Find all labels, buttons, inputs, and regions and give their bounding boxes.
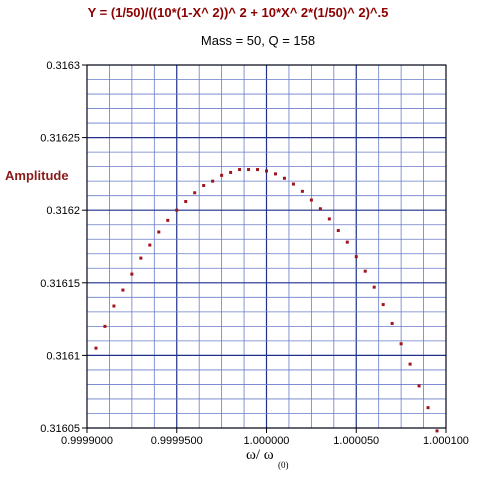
x-axis-label: ω/ ω: [246, 447, 274, 463]
data-point: [229, 170, 233, 174]
data-point: [291, 182, 295, 186]
y-tick-label: 0.31625: [40, 133, 80, 145]
data-point: [157, 230, 161, 234]
data-point: [327, 217, 331, 221]
data-point: [435, 429, 439, 433]
y-tick-label: 0.3161: [46, 350, 80, 362]
data-point: [265, 169, 268, 173]
data-point: [336, 229, 340, 233]
data-point: [94, 346, 98, 350]
data-point: [309, 198, 313, 202]
data-point: [381, 303, 385, 307]
y-tick-label: 0.3162: [46, 205, 80, 217]
data-point: [202, 184, 206, 188]
data-point: [211, 179, 215, 183]
data-point: [354, 255, 358, 259]
x-axis-label-subscript: (0): [278, 460, 289, 470]
data-point: [184, 199, 188, 203]
data-point: [256, 168, 260, 172]
data-point: [220, 173, 224, 177]
data-point: [175, 208, 179, 212]
y-tick-label: 0.3163: [46, 60, 80, 72]
data-point: [166, 218, 170, 222]
chart-title: Y = (1/50)/((10*(1-X^ 2))^ 2 + 10*X^ 2*(…: [88, 5, 389, 20]
chart-subtitle: Mass = 50, Q = 158: [201, 33, 315, 48]
data-point: [426, 406, 430, 410]
data-point: [238, 168, 242, 172]
x-tick-label: 1.000000: [244, 435, 290, 447]
x-tick-label: 1.000100: [423, 435, 469, 447]
data-point: [318, 207, 322, 211]
data-point: [417, 384, 421, 388]
data-point: [300, 189, 304, 193]
tick-labels: 0.9999000 0.9999500 1.000000 1.000050 1.0001…: [40, 60, 469, 447]
data-point: [148, 243, 152, 247]
y-tick-label: 0.31615: [40, 278, 80, 290]
data-point: [103, 324, 107, 328]
data-point: [193, 191, 197, 195]
data-point: [130, 272, 134, 276]
y-tick-label: 0.31605: [40, 423, 80, 435]
data-points: [94, 168, 439, 433]
data-point: [372, 285, 376, 289]
data-point: [363, 269, 367, 273]
data-point: [345, 240, 349, 244]
data-point: [247, 168, 251, 172]
data-point: [282, 176, 286, 180]
x-tick-label: 0.9999000: [61, 435, 113, 447]
data-point: [139, 256, 143, 260]
x-tick-label: 0.9999500: [151, 435, 203, 447]
data-point: [121, 288, 125, 292]
data-point: [390, 321, 394, 325]
y-axis-label: Amplitude: [5, 168, 69, 183]
grid: [86, 64, 447, 429]
data-point: [408, 362, 412, 366]
data-point: [112, 304, 116, 308]
x-tick-label: 1.000050: [333, 435, 379, 447]
ticks: [82, 64, 447, 433]
data-point: [399, 342, 403, 346]
data-point: [273, 172, 277, 176]
